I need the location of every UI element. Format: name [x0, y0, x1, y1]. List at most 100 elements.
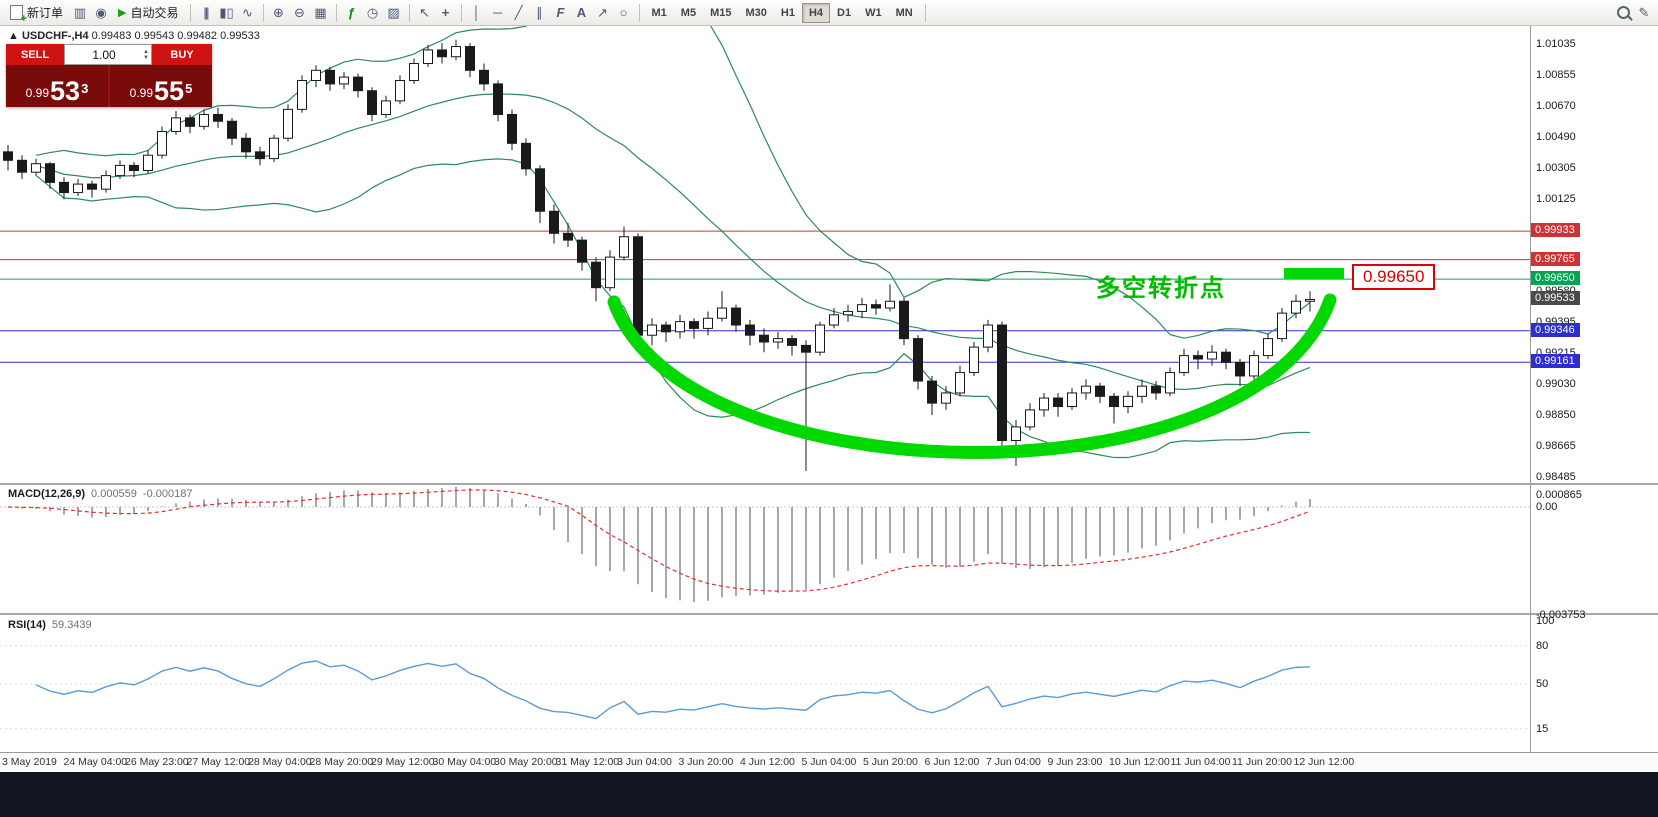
templates-icon[interactable]: ▨ [387, 4, 400, 20]
macd-axis-label: -0.003753 [1536, 608, 1586, 621]
horizontal-line-icon[interactable]: ─ [492, 5, 503, 20]
volume-up-icon: ▲ [143, 48, 149, 55]
timeframe-M15[interactable]: M15 [710, 6, 732, 19]
new-order-icon [10, 5, 27, 25]
market-watch-icon[interactable]: ◉ [95, 4, 107, 20]
timeframe-toolbar: M1 M5 M15 M30 H1 H4 D1 W1 MN [645, 2, 920, 23]
date-label: 5 Jun 20:00 [863, 756, 918, 768]
trendline-icon[interactable]: ╱ [514, 4, 523, 20]
timeframe-MN[interactable]: MN [895, 6, 913, 19]
search-icon[interactable] [1613, 3, 1633, 23]
auto-trading-button[interactable]: ▶ 自动交易 [112, 2, 184, 23]
date-label: 4 Jun 12:00 [740, 756, 795, 768]
date-label: 12 Jun 12:00 [1293, 756, 1355, 768]
indicators-icon[interactable]: ƒ [347, 5, 356, 20]
zoom-out-icon[interactable]: ⊖ [294, 4, 305, 20]
price-tick: 1.00305 [1536, 161, 1576, 174]
one-click-trading-panel: SELL 1.00 ▲ ▼ BUY 0.99 53 3 0.99 55 5 [6, 44, 212, 107]
ask-price-small: 0.99 [129, 86, 154, 100]
rsi-axis-label: 15 [1536, 722, 1549, 735]
new-order-label: 新订单 [27, 6, 64, 20]
date-label: 27 May 12:00 [186, 756, 251, 768]
timeframe-M5[interactable]: M5 [680, 6, 697, 19]
price-marker: 0.99161 [1531, 354, 1580, 369]
bar-chart-icon[interactable]: ||| [203, 5, 209, 20]
date-label: 3 Jun 04:00 [617, 756, 672, 768]
timeframe-H1[interactable]: H1 [780, 6, 795, 19]
date-label: 30 May 04:00 [432, 756, 497, 768]
sell-button[interactable]: SELL [6, 44, 64, 65]
volume-input[interactable]: 1.00 ▲ ▼ [64, 44, 152, 65]
buy-button[interactable]: BUY [152, 44, 212, 65]
new-order-button[interactable]: 新订单 [4, 2, 69, 25]
volume-stepper[interactable]: ▲ ▼ [143, 49, 151, 61]
vertical-line-icon[interactable]: │ [472, 5, 481, 20]
price-divider [108, 65, 110, 107]
rsi-axis-label: 50 [1536, 678, 1549, 690]
date-label: 24 May 04:00 [63, 756, 128, 768]
toolbar-separator [408, 3, 410, 22]
timeframe-W1[interactable]: W1 [865, 6, 882, 19]
rsi-label: RSI(14) 59.3439 [8, 619, 92, 631]
macd-pane-separator[interactable] [0, 483, 1658, 485]
ask-price[interactable]: 0.99 55 5 [110, 78, 212, 107]
date-label: 28 May 04:00 [248, 756, 312, 768]
collapse-arrow-icon[interactable]: ▲ [8, 30, 22, 42]
time-axis[interactable] [0, 752, 1658, 773]
ohlc-values: 0.99483 0.99543 0.99482 0.99533 [91, 30, 260, 42]
text-label-icon[interactable]: A [576, 5, 587, 20]
play-icon: ▶ [118, 7, 127, 19]
zoom-in-icon[interactable]: ⊕ [273, 4, 284, 20]
date-label: 3 Jun 20:00 [678, 756, 734, 768]
date-label: 5 Jun 04:00 [801, 756, 857, 768]
symbol-title: USDCHF-,H4 [21, 30, 89, 42]
rsi-pane-separator[interactable] [0, 613, 1658, 615]
toolbar-separator [638, 3, 640, 22]
date-label: 29 May 12:00 [371, 756, 435, 768]
arrows-icon[interactable]: ↗ [597, 4, 608, 20]
bid-price[interactable]: 0.99 53 3 [6, 76, 108, 107]
timeframe-D1[interactable]: D1 [837, 6, 852, 19]
macd-axis-label: 0.00 [1536, 501, 1558, 513]
price-marker: 0.99765 [1531, 251, 1580, 266]
edit-icon[interactable]: ✎ [1638, 4, 1650, 20]
tile-windows-icon[interactable]: ▦ [314, 4, 327, 20]
auto-trading-label: 自动交易 [130, 6, 179, 20]
bid-price-big: 53 [50, 76, 81, 106]
ask-price-sup: 5 [185, 81, 193, 96]
date-label: 7 Jun 04:00 [986, 756, 1041, 768]
price-marker: 0.99933 [1531, 223, 1580, 238]
timeframe-H4[interactable]: H4 [801, 2, 830, 23]
timeframe-M1[interactable]: M1 [651, 6, 667, 19]
date-label: 28 May 20:00 [309, 756, 374, 768]
bottom-panel [0, 772, 1658, 817]
price-axis[interactable] [1530, 26, 1658, 752]
shapes-icon[interactable]: ○ [619, 5, 628, 20]
bid-price-sup: 3 [81, 81, 89, 96]
channel-icon[interactable]: ∥ [536, 4, 543, 20]
macd-label: MACD(12,26,9) 0.000559 -0.000187 [8, 488, 193, 500]
crosshair-icon[interactable]: + [441, 5, 450, 20]
date-label: 11 Jun 20:00 [1232, 756, 1292, 768]
cursor-icon[interactable]: ↖ [419, 4, 430, 20]
price-tick: 0.98665 [1536, 440, 1576, 453]
fibonacci-icon[interactable]: F [556, 5, 565, 20]
rsi-axis-label: 100 [1536, 615, 1555, 627]
price-tick: 1.00490 [1536, 130, 1576, 143]
timeframe-M30[interactable]: M30 [745, 6, 767, 19]
line-chart-icon[interactable]: ∿ [242, 4, 253, 20]
price-tick: 0.99030 [1536, 378, 1576, 391]
candlestick-chart-icon[interactable]: ▮▯ [219, 4, 234, 20]
date-label: 3 May 2019 [2, 756, 57, 768]
date-label: 30 May 20:00 [494, 756, 558, 768]
price-marker: 0.99650 [1531, 271, 1580, 286]
price-tick: 1.01035 [1536, 38, 1576, 50]
price-tick: 1.00125 [1536, 192, 1576, 205]
periods-icon[interactable]: ◷ [366, 4, 379, 20]
date-label: 11 Jun 04:00 [1170, 756, 1231, 768]
price-marker: 0.99533 [1531, 291, 1580, 306]
date-label: 26 May 23:00 [125, 756, 189, 768]
chart-window-icon[interactable]: ▥ [73, 4, 87, 20]
